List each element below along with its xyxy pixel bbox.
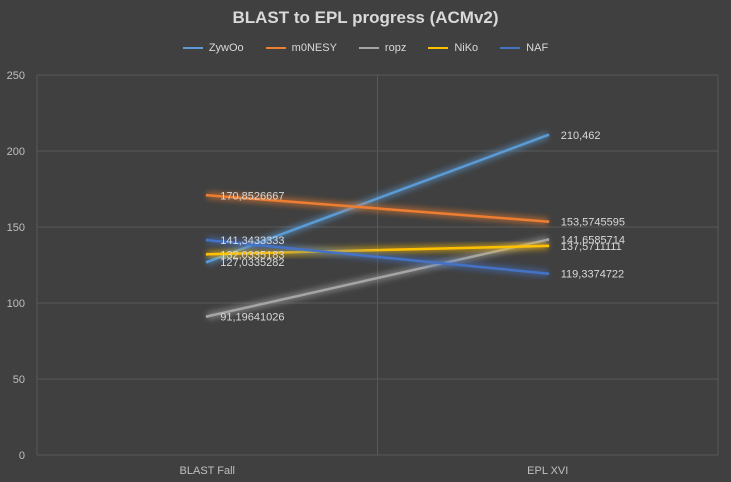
series-niko: [205, 242, 550, 258]
legend-item-niko: NiKo: [428, 42, 478, 54]
legend-label: NiKo: [454, 42, 479, 54]
legend-item-naf: NAF: [500, 42, 548, 54]
y-tick-label: 50: [13, 374, 25, 386]
series-line: [206, 238, 549, 318]
series-ropz: [205, 236, 550, 320]
legend-item-m0nesy: m0NESY: [265, 42, 337, 54]
legend-label: NAF: [526, 42, 549, 54]
data-label: 210,462: [561, 130, 601, 142]
data-label: 170,8526667: [220, 190, 284, 202]
y-tick-label: 0: [19, 450, 25, 462]
legend-swatch: [428, 47, 449, 49]
data-label: 153,5745595: [561, 217, 625, 229]
series-line: [206, 238, 549, 275]
y-tick-label: 200: [7, 146, 25, 158]
data-label: 137,5711111: [561, 241, 622, 253]
data-label: 141,3433333: [220, 235, 284, 247]
legend: ZywOo m0NESY ropz NiKo NAF: [0, 42, 731, 54]
x-tick-label: BLAST Fall: [180, 465, 235, 477]
chart-title: BLAST to EPL progress (ACMv2): [232, 8, 499, 27]
series-line: [206, 133, 549, 264]
legend-swatch: [265, 47, 286, 49]
x-tick-label: EPL XVI: [527, 465, 568, 477]
series-line: [206, 244, 549, 256]
legend-swatch: [500, 47, 521, 49]
data-point: [205, 252, 209, 256]
legend-swatch: [182, 47, 203, 49]
series-zywoo: [205, 131, 550, 266]
data-label: 119,3374722: [561, 269, 624, 281]
legend-label: m0NESY: [291, 42, 337, 54]
y-tick-label: 100: [7, 298, 25, 310]
series-line: [206, 194, 549, 223]
y-tick-label: 150: [7, 222, 25, 234]
data-point: [546, 220, 550, 224]
legend-item-zywoo: ZywOo: [182, 42, 244, 54]
series-naf: [205, 236, 550, 278]
data-point: [205, 193, 209, 197]
data-label: 132,0335183: [220, 249, 284, 261]
data-point: [546, 133, 550, 137]
series-m0nesy: [205, 191, 550, 226]
data-label: 141,6585714: [561, 235, 625, 247]
data-label: 127,0335282: [220, 257, 284, 269]
legend-item-ropz: ropz: [358, 42, 407, 54]
legend-swatch: [358, 47, 379, 49]
data-point: [546, 244, 550, 248]
data-label: 91,19641026: [220, 311, 284, 323]
data-point: [205, 314, 209, 318]
data-point: [546, 238, 550, 242]
data-point: [205, 238, 209, 242]
data-point: [546, 272, 550, 276]
data-point: [205, 260, 209, 264]
legend-label: ropz: [384, 42, 407, 54]
legend-label: ZywOo: [208, 42, 244, 54]
y-tick-label: 250: [7, 70, 25, 82]
